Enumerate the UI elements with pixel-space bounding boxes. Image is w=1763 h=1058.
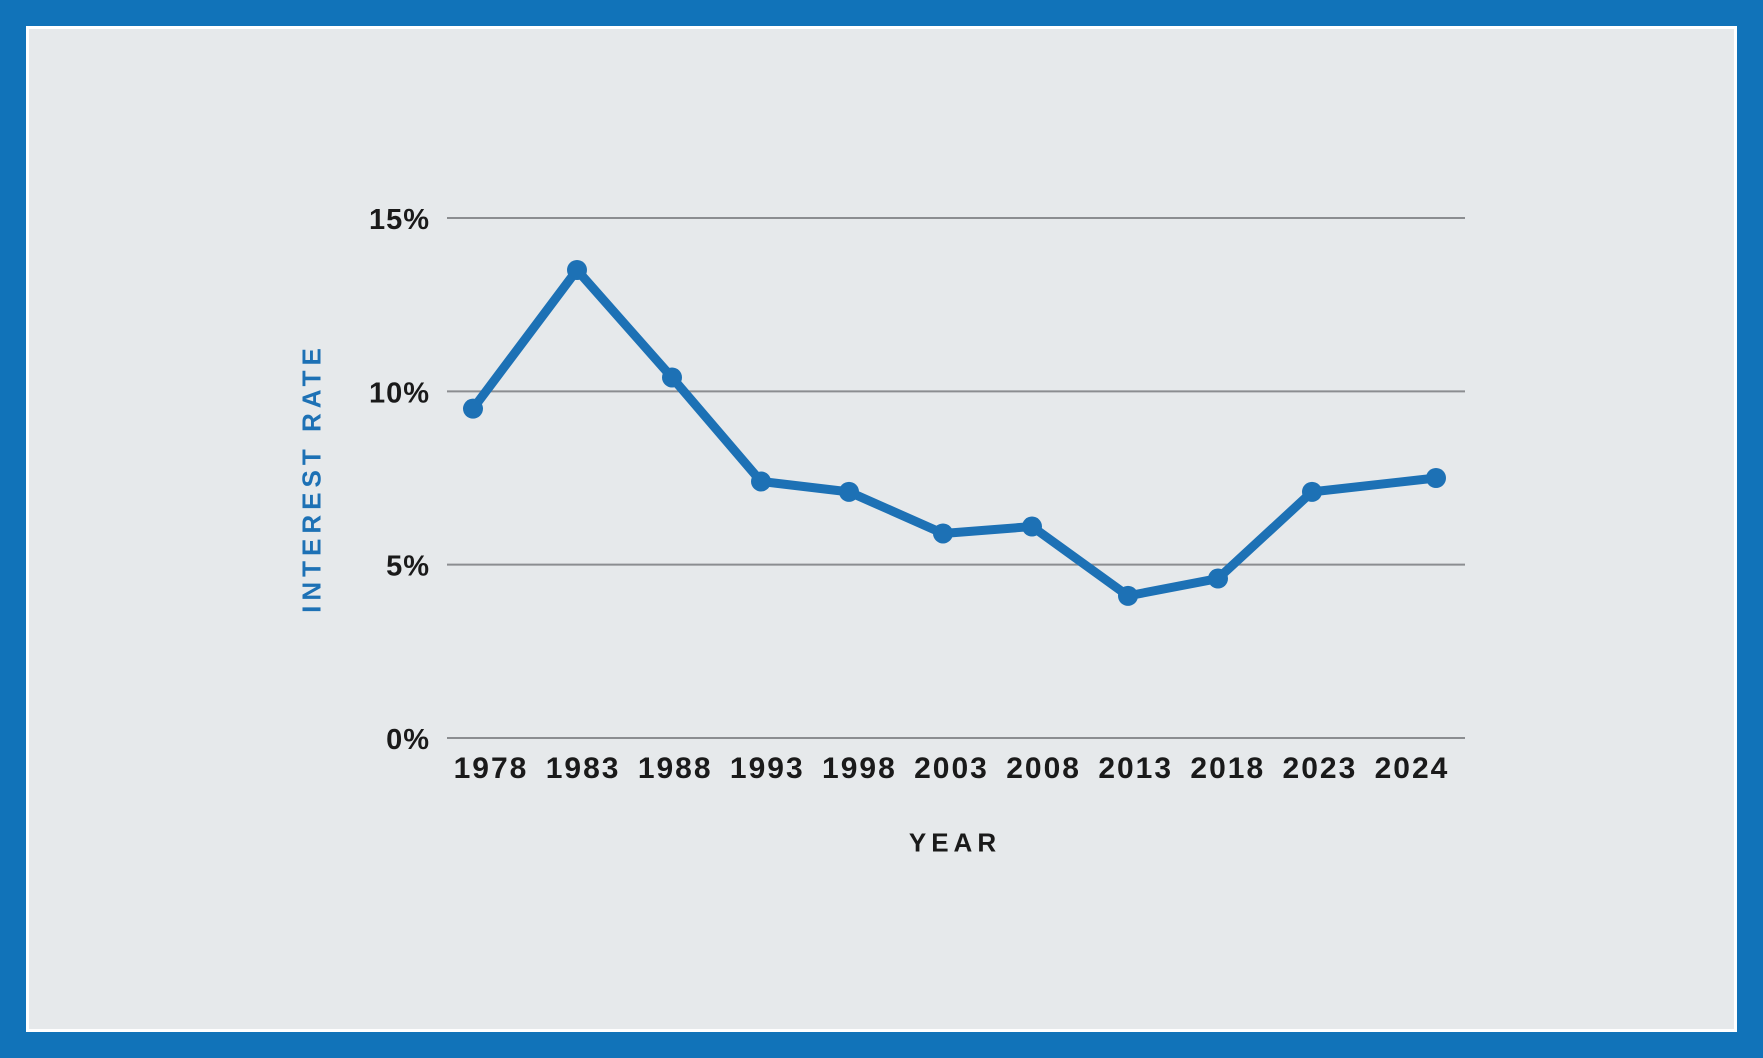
data-point-1988 [662, 367, 682, 388]
x-tick-label-1978: 1978 [454, 752, 529, 785]
data-point-1993 [751, 471, 771, 492]
x-tick-label-2023: 2023 [1283, 752, 1358, 785]
x-tick-label-1993: 1993 [730, 752, 805, 785]
data-point-2003 [933, 523, 953, 544]
y-tick-label-5: 5% [386, 551, 430, 583]
y-tick-label-0: 0% [386, 724, 430, 756]
data-point-2024 [1426, 468, 1446, 488]
data-point-1978 [463, 398, 483, 419]
y-tick-label-15: 15% [369, 204, 430, 236]
y-axis-title: INTEREST RATE [296, 343, 327, 613]
x-tick-label-1983: 1983 [546, 752, 621, 785]
data-point-2018 [1208, 568, 1228, 589]
x-tick-label-1998: 1998 [822, 752, 897, 785]
x-axis-title: YEAR [908, 827, 1002, 858]
x-tick-label-2003: 2003 [914, 752, 989, 785]
data-point-1998 [839, 481, 859, 502]
data-point-1983 [567, 260, 587, 280]
x-tick-label-2018: 2018 [1190, 752, 1265, 785]
x-tick-label-2013: 2013 [1098, 752, 1173, 785]
chart-panel [26, 26, 1737, 1032]
x-tick-label-2008: 2008 [1006, 752, 1081, 785]
x-tick-label-1988: 1988 [638, 752, 713, 785]
series-line-interest-rate [468, 265, 1441, 601]
data-point-2023 [1302, 481, 1322, 502]
x-tick-label-2024: 2024 [1375, 752, 1450, 785]
y-tick-label-10: 10% [369, 377, 430, 409]
data-point-2013 [1118, 585, 1138, 606]
data-point-2008 [1022, 516, 1042, 537]
